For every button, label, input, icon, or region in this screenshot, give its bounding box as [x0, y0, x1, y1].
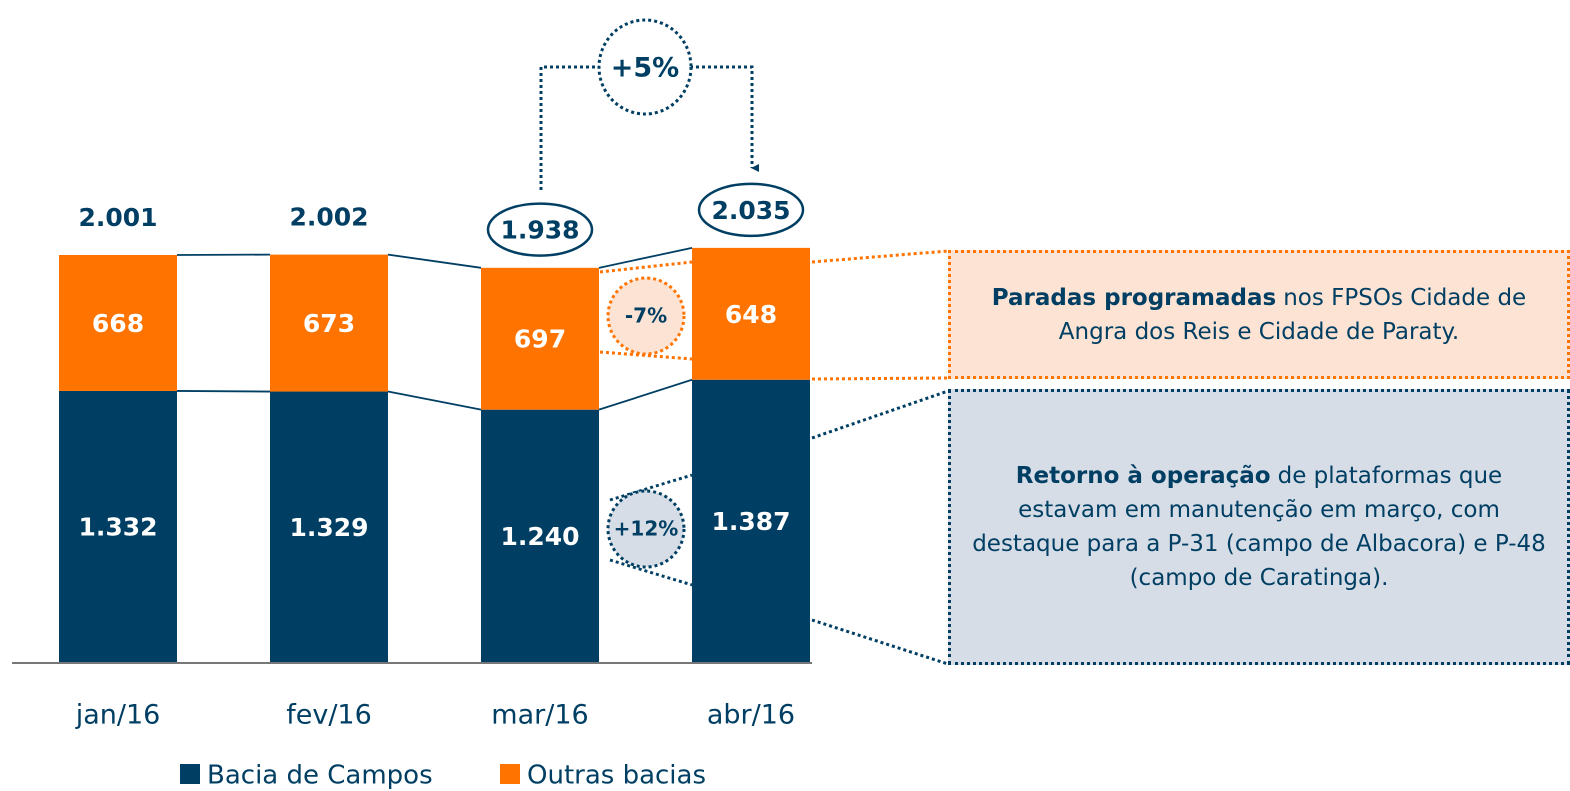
connector-line — [598, 378, 693, 411]
x-tick-label: jan/16 — [75, 700, 161, 731]
change-label: +5% — [611, 53, 679, 84]
legend-swatch — [500, 764, 520, 784]
connector-line — [387, 390, 482, 411]
callout: Retorno à operação de plataformas que est… — [948, 389, 1570, 665]
value-label: 1.329 — [289, 513, 368, 542]
arrow — [690, 65, 752, 168]
value-label: 648 — [725, 300, 777, 329]
legend-label: Outras bacias — [527, 761, 706, 791]
connector — [599, 260, 693, 274]
bar-segment — [59, 255, 177, 391]
callout: Paradas programadas nos FPSOs Cidade de A… — [948, 250, 1570, 379]
connector-line — [387, 253, 482, 269]
bar-segment — [481, 409, 599, 662]
total-label: 2.035 — [711, 196, 790, 225]
x-tick-label: fev/16 — [286, 700, 372, 731]
x-tick-label: abr/16 — [707, 700, 795, 731]
value-label: 673 — [303, 309, 355, 338]
bar-segment — [481, 267, 599, 410]
bar-segment — [692, 247, 810, 380]
total-ring — [697, 182, 805, 238]
connector — [811, 249, 949, 264]
bar-segment — [692, 379, 810, 662]
callout-bold: Paradas programadas — [991, 284, 1277, 311]
callout-body: de plataformas que estavam em manutenção… — [972, 463, 1546, 591]
value-label: 697 — [514, 325, 566, 354]
connector — [609, 558, 693, 587]
bar-segment — [270, 254, 388, 392]
connector-line — [598, 246, 693, 269]
total-label: 2.002 — [289, 203, 368, 232]
change-bubble — [606, 489, 686, 569]
change-bubble — [606, 276, 686, 356]
value-label: 668 — [92, 309, 144, 338]
callout-text: Retorno à operação de plataformas que est… — [971, 459, 1547, 595]
change-bubble — [597, 18, 693, 116]
total-ring — [486, 202, 594, 257]
connector-line — [176, 390, 271, 393]
total-label: 2.001 — [78, 203, 157, 232]
callout-bold: Retorno à operação — [1015, 463, 1271, 489]
connector — [539, 65, 600, 190]
connector — [609, 473, 693, 502]
connector — [811, 389, 949, 440]
value-label: 1.332 — [78, 512, 157, 541]
connector — [811, 618, 949, 666]
x-tick-label: mar/16 — [491, 700, 588, 731]
connectors — [539, 65, 949, 666]
value-label: 1.387 — [711, 507, 790, 536]
change-label: -7% — [625, 304, 667, 328]
total-label: 1.938 — [500, 216, 579, 245]
callout-body: nos FPSOs Cidade de Angra dos Reis e Cid… — [1058, 284, 1527, 345]
bar-segment — [59, 390, 177, 662]
connector — [811, 376, 949, 381]
bar-segment — [270, 391, 388, 662]
value-label: 1.240 — [500, 522, 579, 551]
change-label: +12% — [614, 517, 679, 541]
legend-label: Bacia de Campos — [207, 761, 433, 791]
legend-swatch — [180, 764, 200, 784]
callout-text: Paradas programadas nos FPSOs Cidade de A… — [971, 281, 1547, 349]
